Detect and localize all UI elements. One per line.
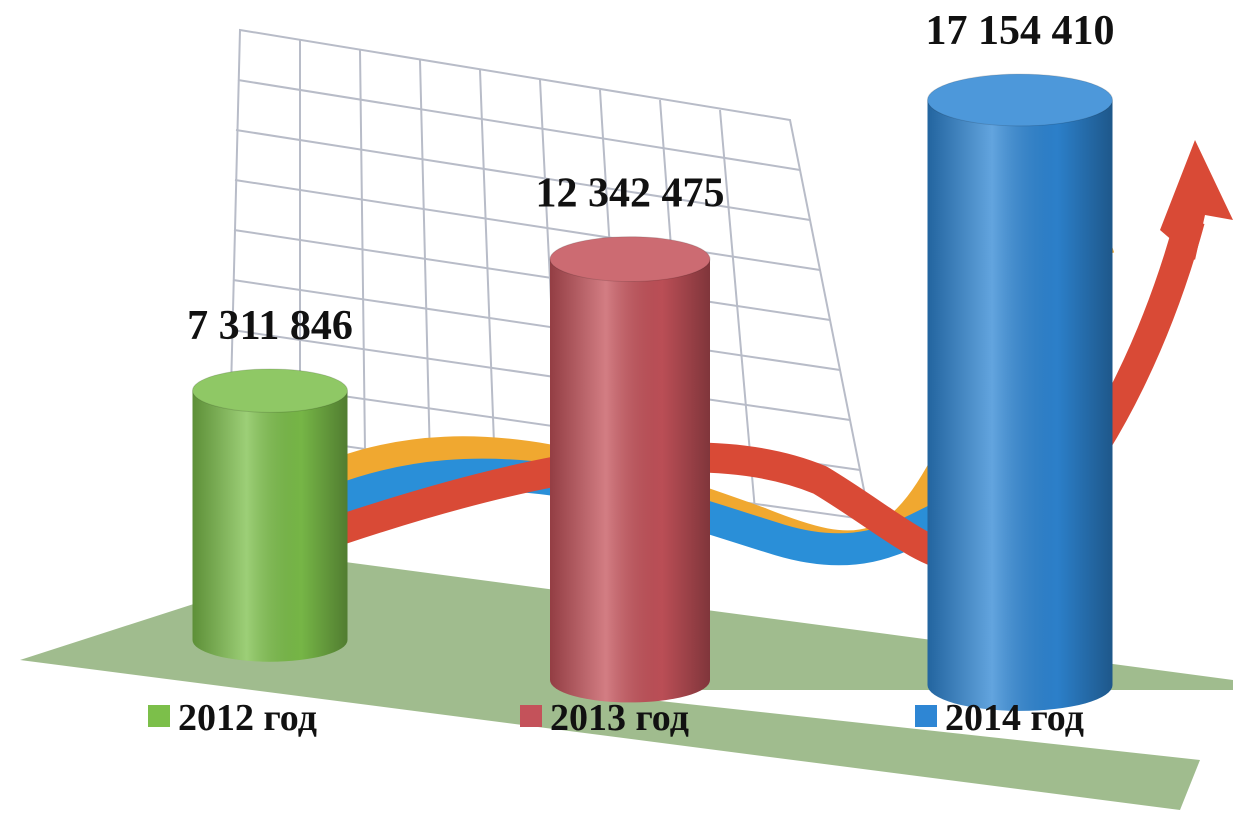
cylinder-shade <box>550 259 710 680</box>
cylinder-top <box>192 368 348 413</box>
cylinder-top <box>927 73 1113 127</box>
plot: 7 311 846 12 342 475 17 154 410 <box>187 8 1115 711</box>
value-label: 17 154 410 <box>926 8 1115 54</box>
legend-swatch <box>520 705 542 727</box>
legend-label: 2014 год <box>945 697 1084 739</box>
value-label: 12 342 475 <box>536 171 725 217</box>
cylinder-top <box>549 236 711 282</box>
cylinder-top-highlight <box>927 74 1113 126</box>
cylinder-top-highlight <box>192 368 348 413</box>
cylinder-shade <box>192 390 348 640</box>
legend: 2012 год 2013 год 2014 год <box>148 697 1084 739</box>
legend-swatch <box>915 705 937 727</box>
legend-swatch <box>148 705 170 727</box>
legend-label: 2013 год <box>550 697 689 739</box>
legend-label: 2012 год <box>178 697 317 739</box>
cylinder-shade <box>927 100 1113 685</box>
cylinder-top-highlight <box>550 236 710 282</box>
value-label: 7 311 846 <box>187 303 353 349</box>
